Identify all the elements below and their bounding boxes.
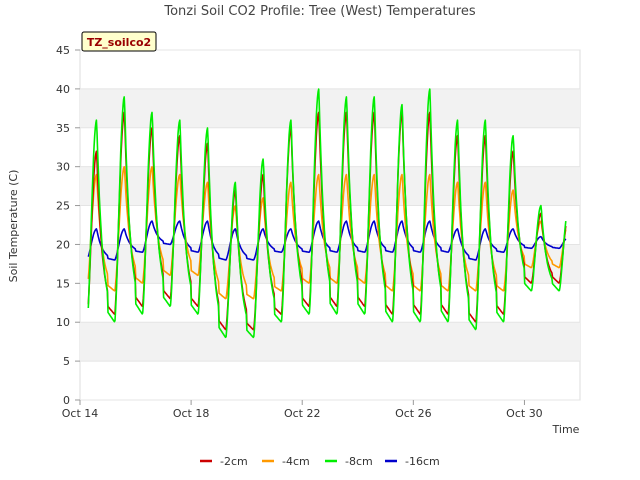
y-tick-label: 25 — [56, 200, 70, 213]
chart-title: Tonzi Soil CO2 Profile: Tree (West) Temp… — [163, 4, 476, 19]
x-tick-label: Oct 30 — [506, 407, 543, 420]
y-tick-label: 5 — [63, 355, 70, 368]
y-tick-label: 45 — [56, 44, 70, 57]
station-tag-label: TZ_soilco2 — [87, 36, 151, 49]
x-axis-ticks: Oct 14 Oct 18 Oct 22 Oct 26 Oct 30 — [62, 400, 543, 420]
y-tick-label: 40 — [56, 83, 70, 96]
series-line-minus16cm — [87, 220, 567, 261]
legend: -2cm -4cm -8cm -16cm — [200, 455, 440, 468]
grid-band — [80, 166, 580, 206]
grid-band — [80, 88, 580, 128]
station-tag: TZ_soilco2 — [81, 31, 157, 52]
y-tick-label: 35 — [56, 122, 70, 135]
y-tick-label: 10 — [56, 316, 70, 329]
y-tick-label: 15 — [56, 277, 70, 290]
x-tick-label: Oct 26 — [395, 407, 432, 420]
series-line-minus8cm — [87, 88, 567, 339]
legend-label: -16cm — [405, 455, 440, 468]
y-tick-label: 20 — [56, 238, 70, 251]
station-tag-box — [81, 31, 157, 52]
x-tick-label: Oct 22 — [284, 407, 321, 420]
x-tick-label: Oct 18 — [173, 407, 210, 420]
series-lines — [87, 88, 567, 339]
y-tick-label: 0 — [63, 394, 70, 407]
y-tick-label: 30 — [56, 161, 70, 174]
legend-label: -2cm — [220, 455, 248, 468]
x-axis-label: Time — [552, 423, 580, 436]
legend-label: -8cm — [345, 455, 373, 468]
y-axis-label: Soil Temperature (C) — [7, 170, 20, 283]
legend-label: -4cm — [282, 455, 310, 468]
y-axis-ticks: 0 5 10 15 20 25 30 35 40 45 — [56, 44, 80, 407]
x-tick-label: Oct 14 — [62, 407, 99, 420]
grid-band — [80, 322, 580, 362]
